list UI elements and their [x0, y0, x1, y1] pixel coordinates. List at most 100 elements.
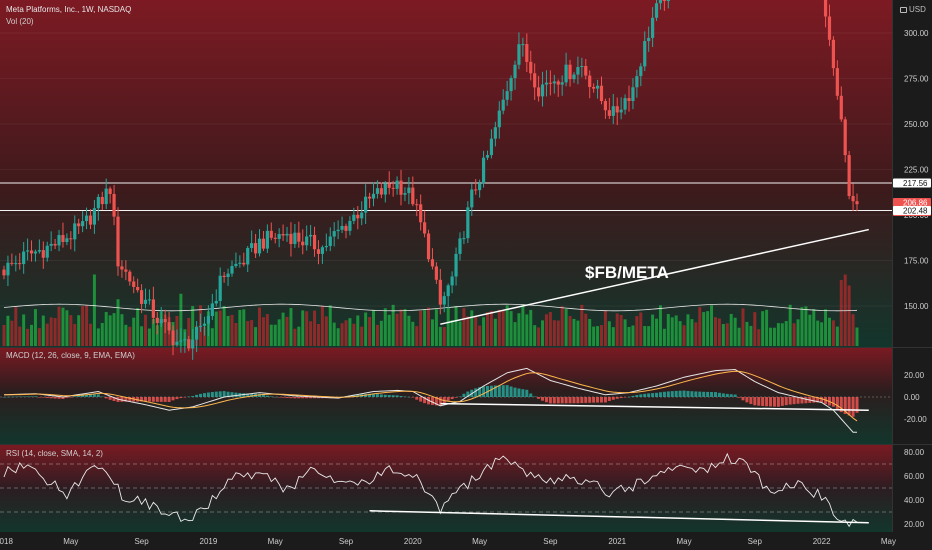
macd-histogram-bar [375, 394, 379, 397]
macd-histogram-bar [847, 397, 851, 416]
volume-bar [662, 328, 666, 346]
symbol-title[interactable]: Meta Platforms, Inc., 1W, NASDAQ [6, 5, 132, 14]
candle-body [399, 180, 403, 195]
candle-body [155, 317, 159, 324]
volume-bar [324, 316, 328, 346]
volume-bar [847, 285, 851, 346]
volume-bar [769, 327, 773, 346]
macd-histogram-bar [383, 394, 387, 397]
volume-bar [552, 320, 556, 346]
macd-histogram-bar [784, 397, 788, 406]
candle-body [395, 180, 399, 189]
macd-histogram-bar [599, 397, 603, 403]
volume-layer [2, 274, 859, 346]
price-axis-tick-label: 275.00 [904, 75, 929, 84]
candle-body [320, 247, 325, 254]
candle-body [124, 269, 128, 272]
volume-bar [816, 320, 820, 346]
candle-body [202, 323, 207, 326]
candle-body [847, 155, 851, 197]
macd-histogram-bar [855, 397, 859, 413]
volume-bar [603, 310, 607, 346]
volume-bar [258, 307, 262, 346]
macd-histogram-bar [37, 397, 41, 398]
volume-bar [77, 315, 81, 346]
macd-histogram-bar [265, 395, 269, 397]
volume-bar [136, 308, 140, 346]
candle-body [375, 188, 380, 194]
price-axis-bg[interactable] [892, 0, 932, 532]
candle-body [497, 110, 501, 128]
candle-body [430, 259, 435, 267]
time-axis-label: May [268, 537, 283, 546]
candle-body [387, 183, 391, 188]
volume-bar [651, 314, 655, 346]
candle-body [179, 340, 183, 342]
candle-body [434, 266, 438, 280]
volume-bar [592, 326, 596, 346]
macd-histogram-bar [737, 397, 741, 398]
volume-bar [246, 321, 250, 346]
volume-bar [92, 274, 96, 346]
volume-bar [521, 305, 525, 346]
macd-histogram-bar [140, 397, 144, 402]
macd-histogram-bar [10, 396, 14, 398]
candle-body [462, 238, 466, 240]
candle-body [151, 299, 155, 318]
price-badge [893, 198, 931, 208]
candle-body [470, 189, 474, 208]
macd-histogram-bar [556, 397, 560, 404]
macd-histogram-bar [627, 396, 631, 398]
macd-histogram-bar [792, 397, 796, 405]
candle-body [226, 273, 230, 277]
volume-bar [434, 309, 438, 346]
volume-bar [843, 274, 847, 346]
macd-histogram-bar [293, 397, 297, 399]
time-axis-label: Sep [748, 537, 763, 546]
rsi-indicator-title[interactable]: RSI (14, close, SMA, 14, 2) [6, 449, 103, 458]
volume-bar [202, 326, 206, 346]
candle-body [419, 204, 423, 223]
macd-histogram-bar [529, 393, 533, 397]
currency-label[interactable]: USD [900, 5, 926, 14]
candle-body [49, 243, 53, 246]
macd-histogram-bar [489, 385, 493, 397]
volume-bar [261, 317, 265, 346]
volume-bar [627, 326, 631, 346]
macd-histogram-bar [812, 397, 816, 403]
volume-bar [242, 309, 246, 346]
volume-bar [713, 317, 717, 346]
volume-bar [737, 327, 741, 346]
candle-body [576, 67, 580, 75]
volume-bar [772, 327, 776, 346]
macd-histogram-bar [128, 397, 132, 402]
time-axis-label: Sep [339, 537, 354, 546]
macd-histogram-bar [537, 397, 541, 399]
macd-histogram-bar [454, 397, 458, 398]
volume-bar [336, 328, 340, 346]
macd-histogram-bar [2, 397, 6, 398]
time-axis-bg[interactable] [0, 532, 932, 550]
volume-bar [61, 307, 65, 346]
macd-histogram-bar [69, 397, 73, 398]
macd-histogram-bar [387, 395, 391, 397]
macd-histogram-bar [631, 395, 635, 397]
macd-indicator-title[interactable]: MACD (12, 26, close, 9, EMA, EMA) [6, 351, 135, 360]
volume-bar [218, 310, 222, 346]
macd-histogram-bar [505, 385, 509, 397]
macd-histogram-bar [725, 393, 729, 397]
macd-histogram-bar [698, 391, 702, 397]
volume-bar [655, 318, 659, 346]
volume-bar [151, 319, 155, 346]
candle-body [293, 232, 297, 245]
macd-histogram-bar [824, 397, 828, 405]
candle-body [195, 327, 199, 340]
volume-indicator-title[interactable]: Vol (20) [6, 17, 34, 26]
chart-annotation-text[interactable]: $FB/META [585, 263, 669, 282]
candle-body [265, 230, 269, 249]
candle-body [104, 188, 108, 205]
volume-bar [144, 314, 148, 346]
candle-body [544, 82, 549, 85]
macd-histogram-bar [289, 397, 293, 399]
